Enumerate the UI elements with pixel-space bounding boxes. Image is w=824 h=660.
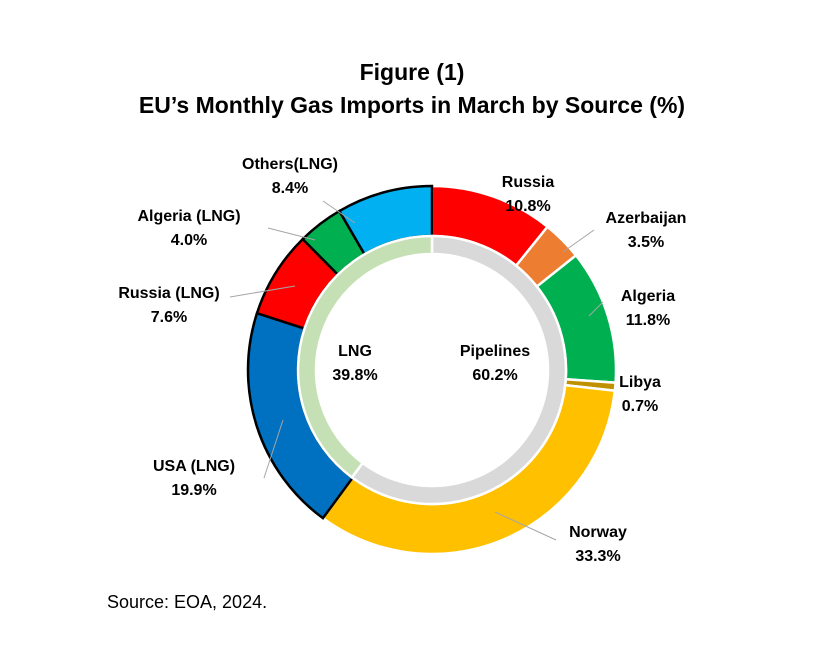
leader-lines — [229, 200, 604, 541]
leader-line-russia-lng — [229, 285, 296, 298]
title-block: Figure (1) EU’s Monthly Gas Imports in M… — [0, 56, 824, 122]
data-labels: Russia 10.8% Azerbaijan 3.5% Algeria 11.8% Lib… — [118, 156, 686, 565]
outer-label-libya: Libya 0.7% — [619, 374, 661, 415]
outer-label-others-lng: Others(LNG) 8.4% — [242, 156, 338, 197]
outer-ring — [246, 184, 618, 556]
outer-label-russia-lng: Russia (LNG) 7.6% — [118, 285, 219, 326]
outer-label-algeria: Algeria 11.8% — [621, 288, 675, 329]
figure-number: Figure (1) — [359, 59, 465, 85]
leader-line-others-lng — [322, 200, 356, 224]
outer-label-russia: Russia 10.8% — [502, 174, 555, 215]
leader-line-algeria-lng — [267, 227, 316, 241]
inner-ring — [296, 234, 568, 506]
inner-label-lng: LNG 39.8% — [332, 343, 377, 384]
leader-line-norway — [494, 511, 557, 541]
outer-label-norway: Norway 33.3% — [569, 524, 627, 565]
leader-line-algeria — [588, 301, 604, 317]
outer-label-algeria-lng: Algeria (LNG) 4.0% — [137, 208, 240, 249]
outer-label-azerbaijan: Azerbaijan 3.5% — [606, 210, 687, 251]
outer-label-usa-lng: USA (LNG) 19.9% — [153, 458, 235, 499]
inner-slice-lng — [296, 234, 434, 480]
leader-line-azerbaijan — [562, 229, 595, 253]
source-note: Source: EOA, 2024. — [107, 592, 268, 612]
leader-line-usa-lng — [263, 419, 284, 479]
chart-title: EU’s Monthly Gas Imports in March by Sou… — [138, 92, 686, 118]
inner-label-pipelines: Pipelines 60.2% — [460, 343, 530, 384]
